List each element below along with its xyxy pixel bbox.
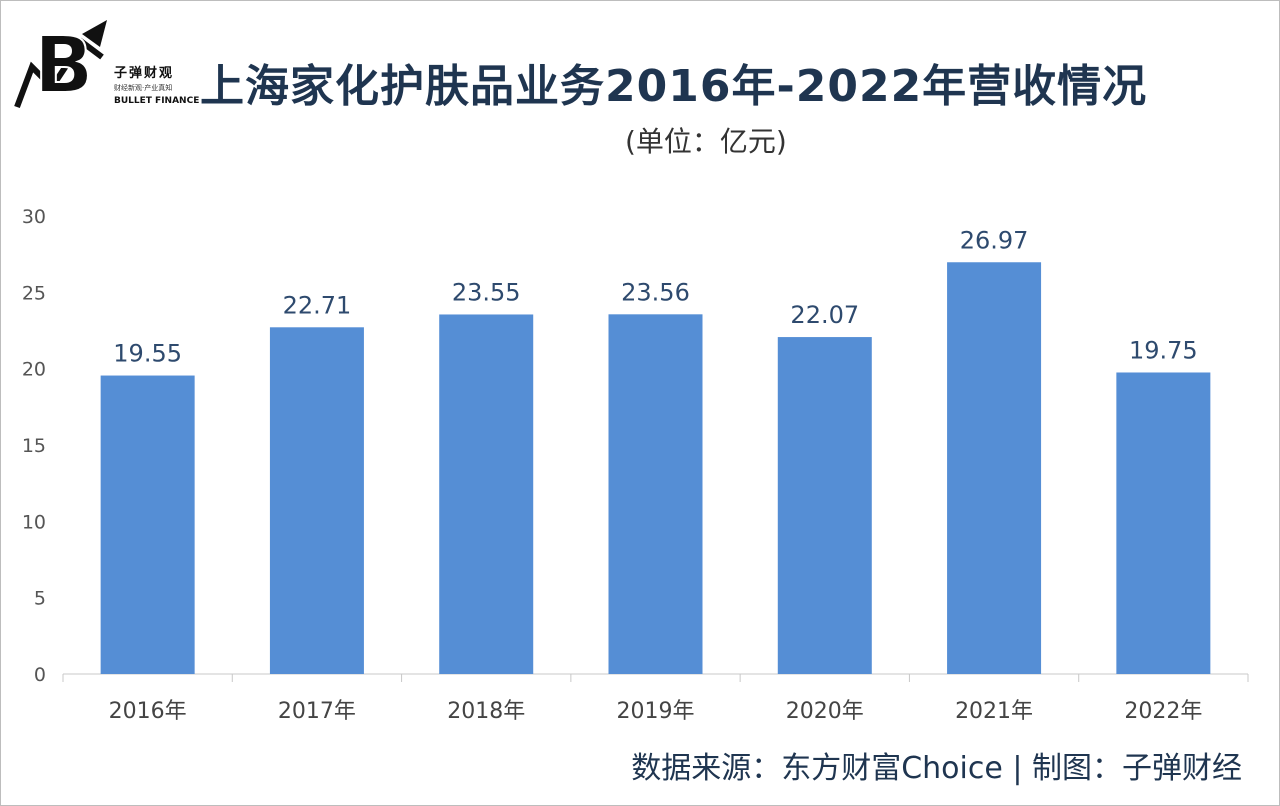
chart-title: 上海家化护肤品业务2016年-2022年营收情况 <box>200 61 1148 112</box>
y-tick-label: 15 <box>22 435 46 457</box>
data-label: 23.55 <box>452 278 521 306</box>
bar <box>269 327 364 674</box>
logo-letter: B <box>34 21 93 111</box>
bar <box>100 375 195 674</box>
x-tick-label: 2020年 <box>786 699 864 724</box>
data-label: 23.56 <box>621 278 690 306</box>
x-tick-label: 2022年 <box>1124 699 1202 724</box>
label-layer: 19.55 2016年 22.71 2017年 23.55 2018年 23.56 2019年… <box>109 226 1203 724</box>
logo-name-cn: 子弹财观 <box>114 66 175 81</box>
bar <box>777 337 872 674</box>
bar <box>608 314 703 674</box>
x-tick-label: 2017年 <box>278 699 356 724</box>
source-credit: 数据来源：东方财富Choice | 制图：子弹财经 <box>631 751 1242 786</box>
x-tick-label: 2016年 <box>109 699 187 724</box>
y-tick-label: 25 <box>22 282 46 304</box>
y-tick-label: 0 <box>34 664 46 686</box>
logo-tagline: 财经新观·产业真知 <box>114 84 173 92</box>
y-tick-label: 10 <box>22 511 46 533</box>
bar <box>439 314 534 674</box>
x-tick-label: 2019年 <box>617 699 695 724</box>
data-label: 22.71 <box>283 291 352 319</box>
logo: B 子弹财观 财经新观·产业真知 BULLET FINANCE <box>12 12 199 112</box>
x-tick-label: 2018年 <box>447 699 525 724</box>
bullet-logo-icon: B <box>14 20 107 112</box>
bar-layer <box>100 262 1211 674</box>
y-tick-label: 30 <box>22 206 46 228</box>
data-label: 19.55 <box>113 340 182 368</box>
bar <box>1116 372 1211 674</box>
data-label: 22.07 <box>790 301 859 329</box>
unit-label: (单位：亿元) <box>625 125 787 158</box>
y-tick-label: 5 <box>34 588 46 610</box>
y-tick-label: 20 <box>22 359 46 381</box>
x-tick-label: 2021年 <box>955 699 1033 724</box>
data-label: 26.97 <box>960 226 1029 254</box>
data-label: 19.75 <box>1129 336 1198 364</box>
logo-name-en: BULLET FINANCE <box>114 96 200 106</box>
bar <box>947 262 1042 674</box>
